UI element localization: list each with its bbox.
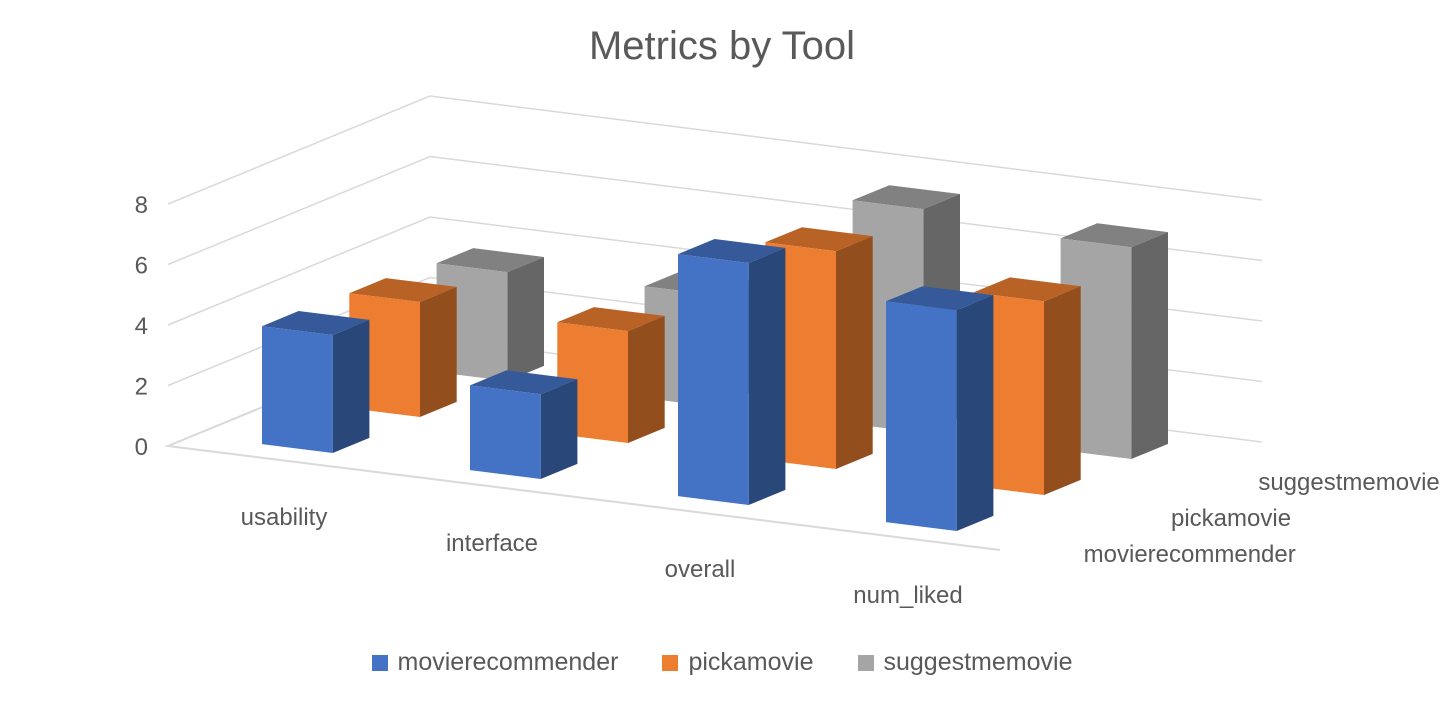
bar-side (507, 257, 544, 381)
x-tick-label: num_liked (853, 582, 962, 609)
legend-label-pickamovie: pickamovie (688, 648, 813, 677)
bars (262, 185, 1168, 531)
legend-label-movierecommender: movierecommender (398, 648, 619, 677)
bar-side (420, 287, 457, 417)
z-tick-label: movierecommender (1084, 541, 1296, 568)
y-tick-label: 6 (135, 253, 148, 280)
bar-movierecommender-interface (470, 370, 577, 479)
legend-label-suggestmemovie: suggestmemovie (884, 648, 1073, 677)
bar-side (628, 316, 665, 443)
z-tick-label: pickamovie (1171, 505, 1291, 532)
bar-movierecommender-num_liked (886, 286, 993, 531)
bar-side (1044, 286, 1081, 495)
bar-side (541, 379, 578, 479)
x-tick-label: usability (241, 504, 328, 531)
bar-side (1131, 232, 1168, 459)
bar-front (886, 301, 957, 531)
bar-side (836, 236, 873, 469)
x-tick-label: overall (665, 556, 736, 583)
legend: movierecommender pickamovie suggestmemov… (0, 648, 1444, 677)
bar-front (470, 385, 541, 479)
bar-movierecommender-usability (262, 311, 369, 453)
bar-front (678, 254, 749, 505)
y-tick-label: 2 (135, 374, 148, 401)
bar-side (749, 248, 786, 505)
legend-swatch-movierecommender (372, 655, 388, 671)
y-tick-label: 4 (135, 313, 148, 340)
bar-front (262, 326, 333, 453)
y-tick-label: 0 (135, 434, 148, 461)
legend-item-suggestmemovie: suggestmemovie (858, 648, 1073, 677)
bar-side (957, 295, 994, 531)
gridline-8 (168, 96, 1262, 204)
y-tick-label: 8 (135, 192, 148, 219)
bar-side (333, 320, 370, 453)
legend-item-pickamovie: pickamovie (662, 648, 813, 677)
bar-movierecommender-overall (678, 239, 785, 505)
legend-swatch-pickamovie (662, 655, 678, 671)
x-tick-label: interface (446, 530, 538, 557)
legend-item-movierecommender: movierecommender (372, 648, 619, 677)
z-tick-label: suggestmemovie (1258, 469, 1439, 496)
legend-swatch-suggestmemovie (858, 655, 874, 671)
